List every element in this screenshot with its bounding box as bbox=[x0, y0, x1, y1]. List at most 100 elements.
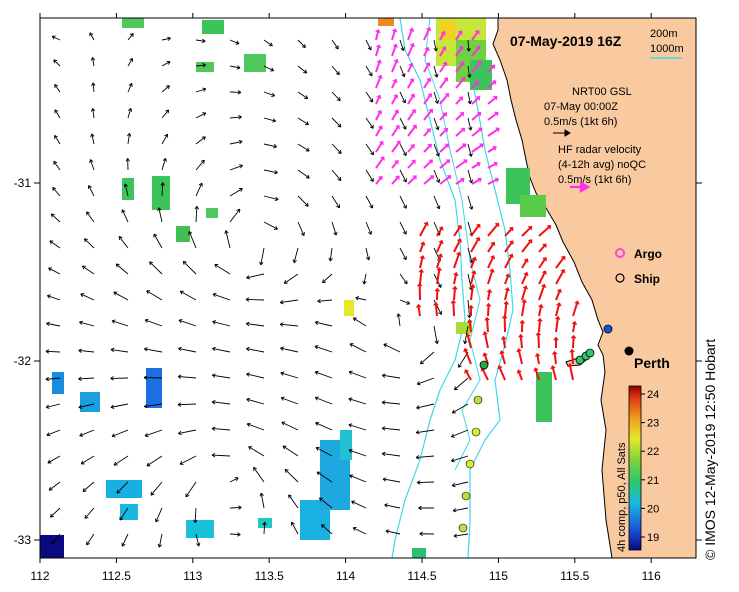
model-arrow-head bbox=[305, 174, 310, 179]
model-arrow-head bbox=[315, 421, 320, 426]
model-current-arrows bbox=[45, 32, 474, 548]
model-arrow bbox=[365, 143, 374, 156]
colorbar-tick-label: 21 bbox=[647, 475, 659, 487]
radar-arrow-head bbox=[541, 256, 547, 262]
radar-arrow-head bbox=[521, 298, 528, 303]
radar-arrow bbox=[470, 286, 474, 301]
radar-arrow bbox=[487, 128, 498, 137]
radar-arrow bbox=[439, 145, 448, 153]
model-arrow-head bbox=[238, 188, 243, 192]
radar-arrow bbox=[487, 97, 496, 105]
model-arrow bbox=[229, 140, 243, 145]
radar-arrow bbox=[423, 110, 432, 121]
model-arrow-head bbox=[89, 32, 94, 37]
radar-arrow-head bbox=[412, 124, 417, 130]
radar-arrow-head bbox=[508, 226, 514, 232]
model-arrow-head bbox=[238, 139, 243, 145]
radar-arrow bbox=[407, 111, 415, 121]
model-arrow-head bbox=[54, 109, 59, 114]
radar-arrow-head bbox=[516, 348, 523, 353]
radar-arrow-head bbox=[445, 159, 451, 165]
radar-arrow bbox=[538, 259, 546, 269]
model-arrow-head bbox=[336, 204, 340, 209]
model-arrow bbox=[263, 39, 273, 47]
model-arrow bbox=[185, 481, 197, 498]
model-arrow bbox=[89, 159, 95, 171]
model-arrow bbox=[433, 65, 438, 78]
model-arrow bbox=[111, 429, 129, 437]
radar-arrow-head bbox=[519, 319, 526, 324]
radar-arrow bbox=[504, 290, 509, 301]
model-arrow bbox=[92, 82, 95, 93]
radar-arrow-head bbox=[560, 255, 566, 261]
model-arrow-head bbox=[466, 47, 471, 52]
model-arrow-head bbox=[48, 267, 52, 272]
radar-arrow-head bbox=[527, 225, 533, 231]
model-arrow-head bbox=[198, 182, 203, 187]
radar-arrow-head bbox=[432, 301, 439, 306]
radar-arrow bbox=[518, 372, 523, 381]
radar-arrow-head bbox=[504, 286, 511, 292]
model-arrow bbox=[195, 64, 206, 67]
model-arrow bbox=[149, 261, 163, 275]
model-arrow-head bbox=[143, 403, 148, 409]
model-arrow bbox=[212, 348, 231, 353]
radar-arrow bbox=[487, 243, 494, 253]
radar-arrow-head bbox=[482, 330, 489, 336]
model-arrow bbox=[50, 213, 61, 223]
land-mass bbox=[492, 18, 696, 558]
model-arrow-head bbox=[179, 461, 184, 465]
model-arrow-head bbox=[157, 207, 162, 212]
legend-model-arrow bbox=[553, 129, 571, 137]
model-arrow bbox=[467, 65, 471, 78]
model-arrow-head bbox=[86, 541, 90, 546]
radar-arrow-head bbox=[464, 369, 470, 374]
model-arrow-head bbox=[144, 318, 149, 323]
radar-arrow bbox=[471, 32, 479, 41]
model-arrow-head bbox=[403, 280, 408, 285]
radar-arrow-head bbox=[551, 350, 558, 355]
radar-arrow bbox=[555, 271, 564, 285]
radar-arrow bbox=[375, 112, 381, 121]
radar-arrow bbox=[471, 63, 480, 73]
radar-arrow bbox=[407, 80, 413, 89]
radar-arrow-head bbox=[501, 314, 508, 319]
radar-arrow bbox=[453, 254, 460, 269]
radar-arrow bbox=[486, 319, 489, 333]
radar-arrow-head bbox=[424, 46, 430, 52]
model-arrow-head bbox=[367, 46, 372, 51]
radar-arrow-head bbox=[475, 96, 481, 101]
radar-arrow bbox=[555, 318, 559, 333]
model-arrow-head bbox=[403, 178, 407, 183]
model-arrow-head bbox=[450, 458, 455, 463]
model-arrow-head bbox=[50, 213, 55, 218]
model-arrow-head bbox=[349, 474, 354, 479]
model-arrow bbox=[113, 455, 129, 466]
radar-arrow bbox=[518, 351, 523, 365]
model-arrow bbox=[194, 507, 197, 523]
model-arrow bbox=[47, 455, 61, 464]
model-arrow bbox=[314, 371, 333, 379]
model-arrow bbox=[246, 423, 265, 431]
legend-model-scale: 0.5m/s (1kt 6h) bbox=[544, 116, 617, 128]
model-arrow-head bbox=[119, 516, 124, 521]
radar-arrow-head bbox=[470, 270, 477, 275]
x-tick-label: 113 bbox=[183, 569, 202, 583]
radar-arrow bbox=[391, 127, 399, 137]
model-arrow bbox=[416, 429, 435, 434]
model-arrow-head bbox=[185, 493, 190, 498]
radar-arrow-head bbox=[537, 303, 544, 309]
model-arrow-head bbox=[420, 360, 424, 365]
radar-arrow-head bbox=[556, 288, 563, 294]
radar-arrow bbox=[436, 228, 442, 237]
model-arrow bbox=[365, 195, 373, 209]
legend-model-line2: 07-May 00:00Z bbox=[544, 101, 618, 113]
x-tick-label: 112 bbox=[30, 569, 49, 583]
model-arrow bbox=[280, 323, 299, 327]
model-arrow bbox=[195, 39, 206, 42]
model-arrow-head bbox=[45, 376, 50, 382]
model-arrow-head bbox=[314, 345, 319, 350]
radar-arrow bbox=[572, 303, 578, 317]
model-arrow-head bbox=[333, 231, 338, 236]
model-arrow bbox=[229, 164, 243, 171]
